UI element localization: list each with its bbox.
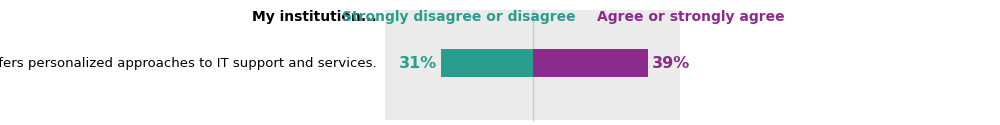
Text: ...offers personalized approaches to IT support and services.: ...offers personalized approaches to IT … xyxy=(0,56,377,70)
Text: Agree or strongly agree: Agree or strongly agree xyxy=(597,10,785,24)
Text: 39%: 39% xyxy=(652,56,690,70)
Text: My institution...: My institution... xyxy=(252,10,377,24)
Text: Strongly disagree or disagree: Strongly disagree or disagree xyxy=(342,10,576,24)
Bar xyxy=(532,49,648,77)
Bar xyxy=(385,10,680,120)
Bar xyxy=(441,49,532,77)
Text: 31%: 31% xyxy=(399,56,437,70)
